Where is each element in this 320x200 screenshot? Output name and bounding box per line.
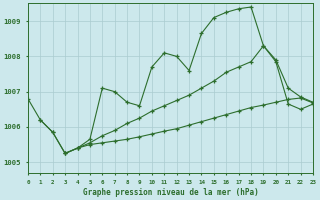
X-axis label: Graphe pression niveau de la mer (hPa): Graphe pression niveau de la mer (hPa) [83,188,258,197]
